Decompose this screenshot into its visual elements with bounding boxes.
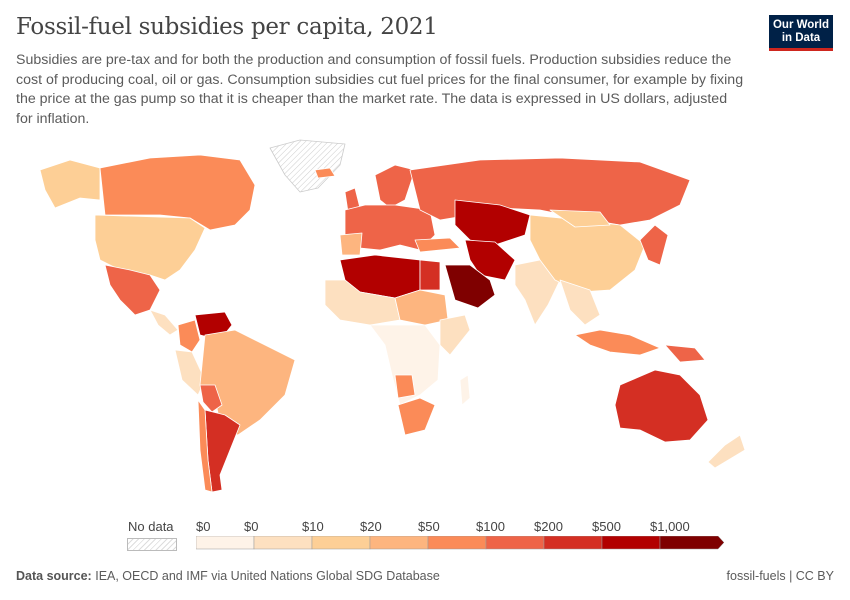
country-se-asia[interactable]	[559, 279, 601, 326]
country-new-zealand[interactable]	[707, 434, 746, 469]
country-colombia[interactable]	[177, 319, 201, 353]
legend-bin[interactable]	[659, 536, 725, 550]
country-iran[interactable]	[464, 239, 516, 281]
country-korea-japan[interactable]	[639, 224, 669, 266]
country-central-america[interactable]	[149, 309, 179, 336]
country-canada[interactable]	[99, 154, 256, 231]
country-iceland[interactable]	[314, 167, 336, 179]
data-source-text: IEA, OECD and IMF via United Nations Glo…	[95, 569, 440, 583]
logo-line-1: Our World	[772, 19, 829, 31]
legend-bin[interactable]	[601, 536, 661, 550]
data-source-label: Data source:	[16, 569, 92, 583]
page-title: Fossil-fuel subsidies per capita, 2021	[16, 14, 438, 40]
legend-bin[interactable]	[543, 536, 603, 550]
data-source: Data source: IEA, OECD and IMF via Unite…	[16, 569, 440, 583]
country-angola[interactable]	[394, 374, 416, 399]
country-scandinavia[interactable]	[374, 164, 416, 209]
legend-tick-label: $0	[196, 519, 211, 534]
country-chile[interactable]	[197, 399, 213, 493]
legend-tick-label: $100	[476, 519, 505, 534]
country-east-africa[interactable]	[439, 314, 471, 356]
country-bolivia[interactable]	[199, 384, 223, 413]
legend-no-data-label: No data	[128, 519, 174, 534]
country-usa[interactable]	[94, 214, 206, 281]
legend-tick-label: $1,000	[650, 519, 690, 534]
page-subtitle: Subsidies are pre-tax and for both the p…	[16, 52, 744, 127]
legend-tick-label: $20	[360, 519, 382, 534]
country-central-africa[interactable]	[369, 324, 441, 406]
legend-bin[interactable]	[427, 536, 487, 550]
country-greenland[interactable]	[269, 139, 346, 193]
country-iberia[interactable]	[339, 232, 363, 256]
country-png[interactable]	[664, 344, 706, 363]
owid-logo[interactable]: Our World in Data	[769, 15, 833, 51]
legend-color-bar	[196, 536, 725, 550]
country-madagascar[interactable]	[459, 374, 471, 406]
logo-line-2: in Data	[781, 32, 821, 44]
license-text[interactable]: fossil-fuels | CC BY	[726, 569, 834, 583]
legend-tick-label: $0	[244, 519, 259, 534]
country-alaska[interactable]	[39, 159, 101, 209]
legend-tick-label: $50	[418, 519, 440, 534]
country-south-africa[interactable]	[397, 397, 436, 436]
legend-bin[interactable]	[369, 536, 429, 550]
country-indonesia[interactable]	[574, 329, 661, 356]
legend-bin[interactable]	[311, 536, 371, 550]
country-australia[interactable]	[614, 369, 709, 443]
legend-tick-label: $500	[592, 519, 621, 534]
country-saudi[interactable]	[444, 264, 496, 309]
country-russia[interactable]	[409, 157, 691, 226]
legend-tick-label: $200	[534, 519, 563, 534]
legend-bin[interactable]	[485, 536, 545, 550]
legend-bin[interactable]	[253, 536, 313, 550]
country-mongolia[interactable]	[549, 209, 611, 228]
legend-bin[interactable]	[196, 536, 255, 550]
legend-tick-label: $10	[302, 519, 324, 534]
country-kazakhstan[interactable]	[454, 199, 531, 246]
world-map	[39, 139, 746, 493]
legend-no-data-swatch[interactable]	[127, 538, 177, 551]
country-egypt[interactable]	[419, 259, 441, 291]
country-turkey[interactable]	[414, 237, 461, 253]
